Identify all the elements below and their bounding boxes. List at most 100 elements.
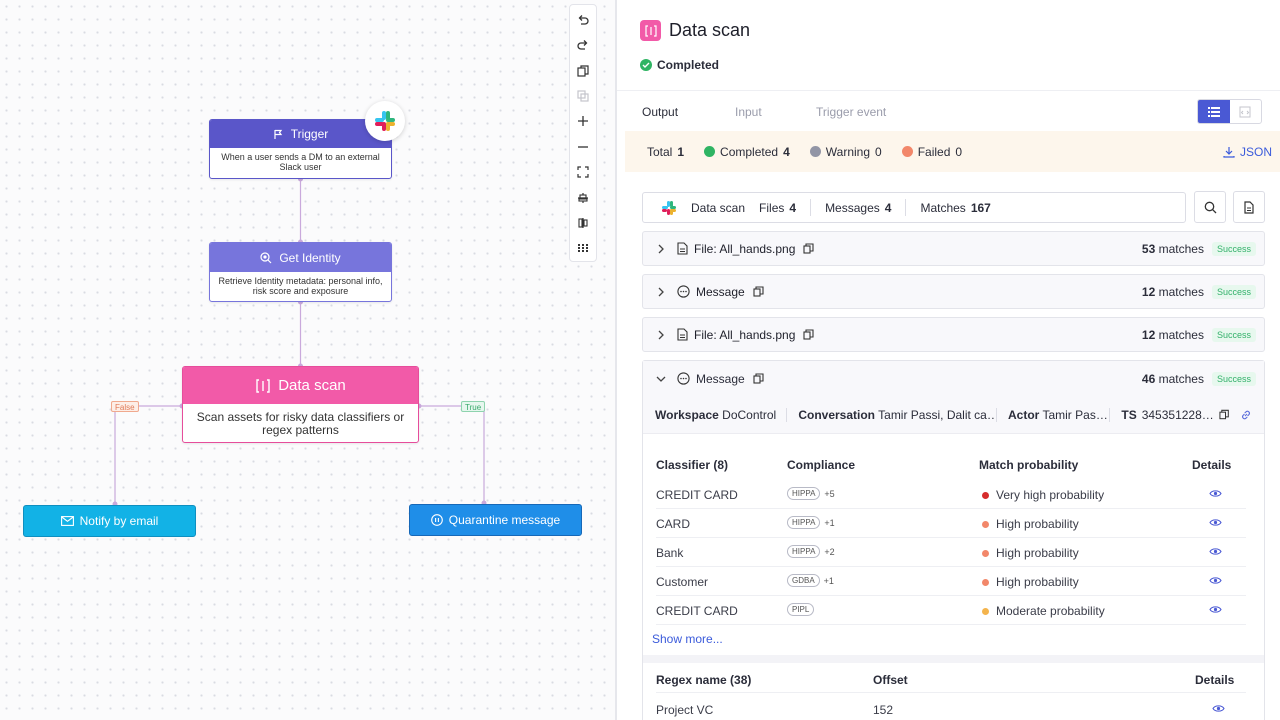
eye-icon[interactable]	[1209, 518, 1222, 527]
status-badge: Success	[1211, 371, 1256, 386]
results-filter-bar: Data scan Files 4 Messages 4 Matches 167	[642, 192, 1186, 223]
chevron-right-icon[interactable]	[653, 330, 669, 340]
copy-icon[interactable]	[571, 58, 595, 83]
column-header: Compliance	[787, 458, 856, 472]
get-identity-node[interactable]: Get Identity Retrieve Identity metadata:…	[209, 242, 392, 302]
meta-workspace: Workspace DoControl	[655, 407, 777, 422]
download-icon	[1223, 146, 1235, 158]
probability-dot	[982, 491, 989, 499]
result-row-header[interactable]: Message 46 matches Success	[643, 361, 1264, 396]
tab-trigger-event[interactable]: Trigger event	[816, 105, 887, 119]
chevron-right-icon[interactable]	[653, 287, 669, 297]
panel-title: Data scan	[669, 20, 751, 40]
true-branch-label: True	[461, 401, 486, 412]
copy-icon[interactable]	[1219, 409, 1229, 420]
search-button[interactable]	[1194, 191, 1226, 223]
notify-email-node[interactable]: Notify by email	[23, 505, 196, 537]
compliance-pill: HIPPA	[787, 487, 821, 500]
report-button[interactable]	[1233, 191, 1265, 223]
quarantine-message-node[interactable]: Quarantine message	[409, 504, 582, 536]
meta-actor: Actor Tamir Pas…	[996, 407, 1109, 422]
fit-view-icon[interactable]	[571, 159, 595, 184]
show-more-link[interactable]: Show more...	[652, 632, 723, 646]
column-header: Classifier (8)	[656, 458, 729, 472]
chevron-down-icon[interactable]	[653, 375, 669, 383]
filter-matches: Matches 167	[905, 199, 1004, 216]
column-header: Details	[1195, 673, 1235, 687]
code-view-icon[interactable]	[1230, 100, 1262, 123]
summary-warning: Warning 0	[809, 145, 882, 159]
details-panel: Data scan Completed Output Input Trigger…	[617, 0, 1280, 720]
workflow-canvas[interactable]: Trigger When a user sends a DM to an ext…	[0, 0, 616, 720]
redo-icon[interactable]	[571, 32, 595, 57]
table-row: Customer GDBA +1 High probability	[656, 567, 1246, 596]
data-scan-title: Data scan	[278, 377, 346, 394]
get-identity-title: Get Identity	[279, 250, 341, 265]
get-identity-description: Retrieve Identity metadata: personal inf…	[218, 276, 383, 296]
tab-input[interactable]: Input	[735, 105, 762, 119]
data-scan-description: Scan assets for risky data classifiers o…	[196, 410, 405, 437]
filter-files: Files 4	[759, 200, 797, 215]
result-row[interactable]: File: All_hands.png 12 matches Success	[642, 317, 1265, 352]
chevron-right-icon[interactable]	[653, 244, 669, 254]
zoom-out-icon[interactable]	[571, 134, 595, 159]
eye-icon[interactable]	[1209, 489, 1222, 498]
expanded-result: Message 46 matches Success Workspace DoC…	[642, 360, 1265, 720]
false-branch-label: False	[111, 401, 139, 412]
probability-dot	[982, 549, 989, 557]
trigger-node[interactable]: Trigger When a user sends a DM to an ext…	[209, 119, 392, 179]
eye-icon[interactable]	[1212, 704, 1225, 713]
panel-header: Data scan	[640, 20, 750, 41]
result-row[interactable]: File: All_hands.png 53 matches Success	[642, 231, 1265, 266]
eye-icon[interactable]	[1209, 605, 1222, 614]
failed-dot-icon	[901, 146, 913, 157]
copy-icon[interactable]	[753, 373, 764, 384]
align-horizontal-icon[interactable]	[571, 185, 595, 210]
tab-output[interactable]: Output	[642, 105, 679, 119]
section-divider	[643, 655, 1264, 663]
grid-icon[interactable]	[571, 236, 595, 261]
eye-icon[interactable]	[1209, 547, 1222, 556]
check-circle-icon	[640, 59, 652, 71]
link-icon[interactable]	[1240, 409, 1252, 421]
notify-email-label: Notify by email	[79, 514, 159, 528]
canvas-toolbar	[569, 4, 597, 262]
compliance-pill: PIPL	[787, 603, 815, 616]
copy-icon[interactable]	[803, 243, 814, 254]
identity-search-icon	[260, 251, 272, 263]
trigger-title: Trigger	[290, 127, 329, 141]
data-scan-node[interactable]: Data scan Scan assets for risky data cla…	[182, 366, 419, 443]
trigger-description: When a user sends a DM to an external Sl…	[221, 152, 380, 172]
compliance-pill: GDBA	[787, 574, 820, 587]
panel-divider[interactable]	[615, 0, 617, 720]
json-download-button[interactable]: JSON	[1223, 145, 1272, 159]
probability-dot	[982, 607, 989, 615]
copy-icon[interactable]	[753, 286, 764, 297]
match-count: 12 matches	[1141, 284, 1204, 299]
paste-icon[interactable]	[571, 83, 595, 108]
quarantine-label: Quarantine message	[448, 513, 561, 527]
column-header: Regex name (38)	[656, 673, 752, 687]
data-scan-icon	[256, 378, 270, 393]
slack-icon	[375, 111, 395, 131]
eye-icon[interactable]	[1209, 576, 1222, 585]
match-count: 46 matches	[1141, 371, 1204, 386]
flag-icon	[274, 129, 282, 139]
status-badge: Success	[1211, 241, 1256, 256]
undo-icon[interactable]	[571, 7, 595, 32]
copy-icon[interactable]	[803, 329, 814, 340]
match-count: 12 matches	[1141, 327, 1204, 342]
zoom-in-icon[interactable]	[571, 109, 595, 134]
status-text: Completed	[657, 58, 720, 72]
status-badge: Completed	[640, 58, 719, 72]
table-row: CREDIT CARD PIPL Moderate probability	[656, 596, 1246, 625]
result-row[interactable]: Message 12 matches Success	[642, 274, 1265, 309]
meta-ts: TS 345351228…	[1109, 407, 1240, 422]
column-header: Offset	[873, 673, 908, 687]
workflow-edges	[112, 176, 487, 507]
list-view-icon[interactable]	[1198, 100, 1230, 123]
summary-total: Total 1	[647, 144, 685, 159]
align-vertical-icon[interactable]	[571, 210, 595, 235]
completed-dot-icon	[704, 146, 716, 157]
document-icon	[1244, 200, 1254, 214]
